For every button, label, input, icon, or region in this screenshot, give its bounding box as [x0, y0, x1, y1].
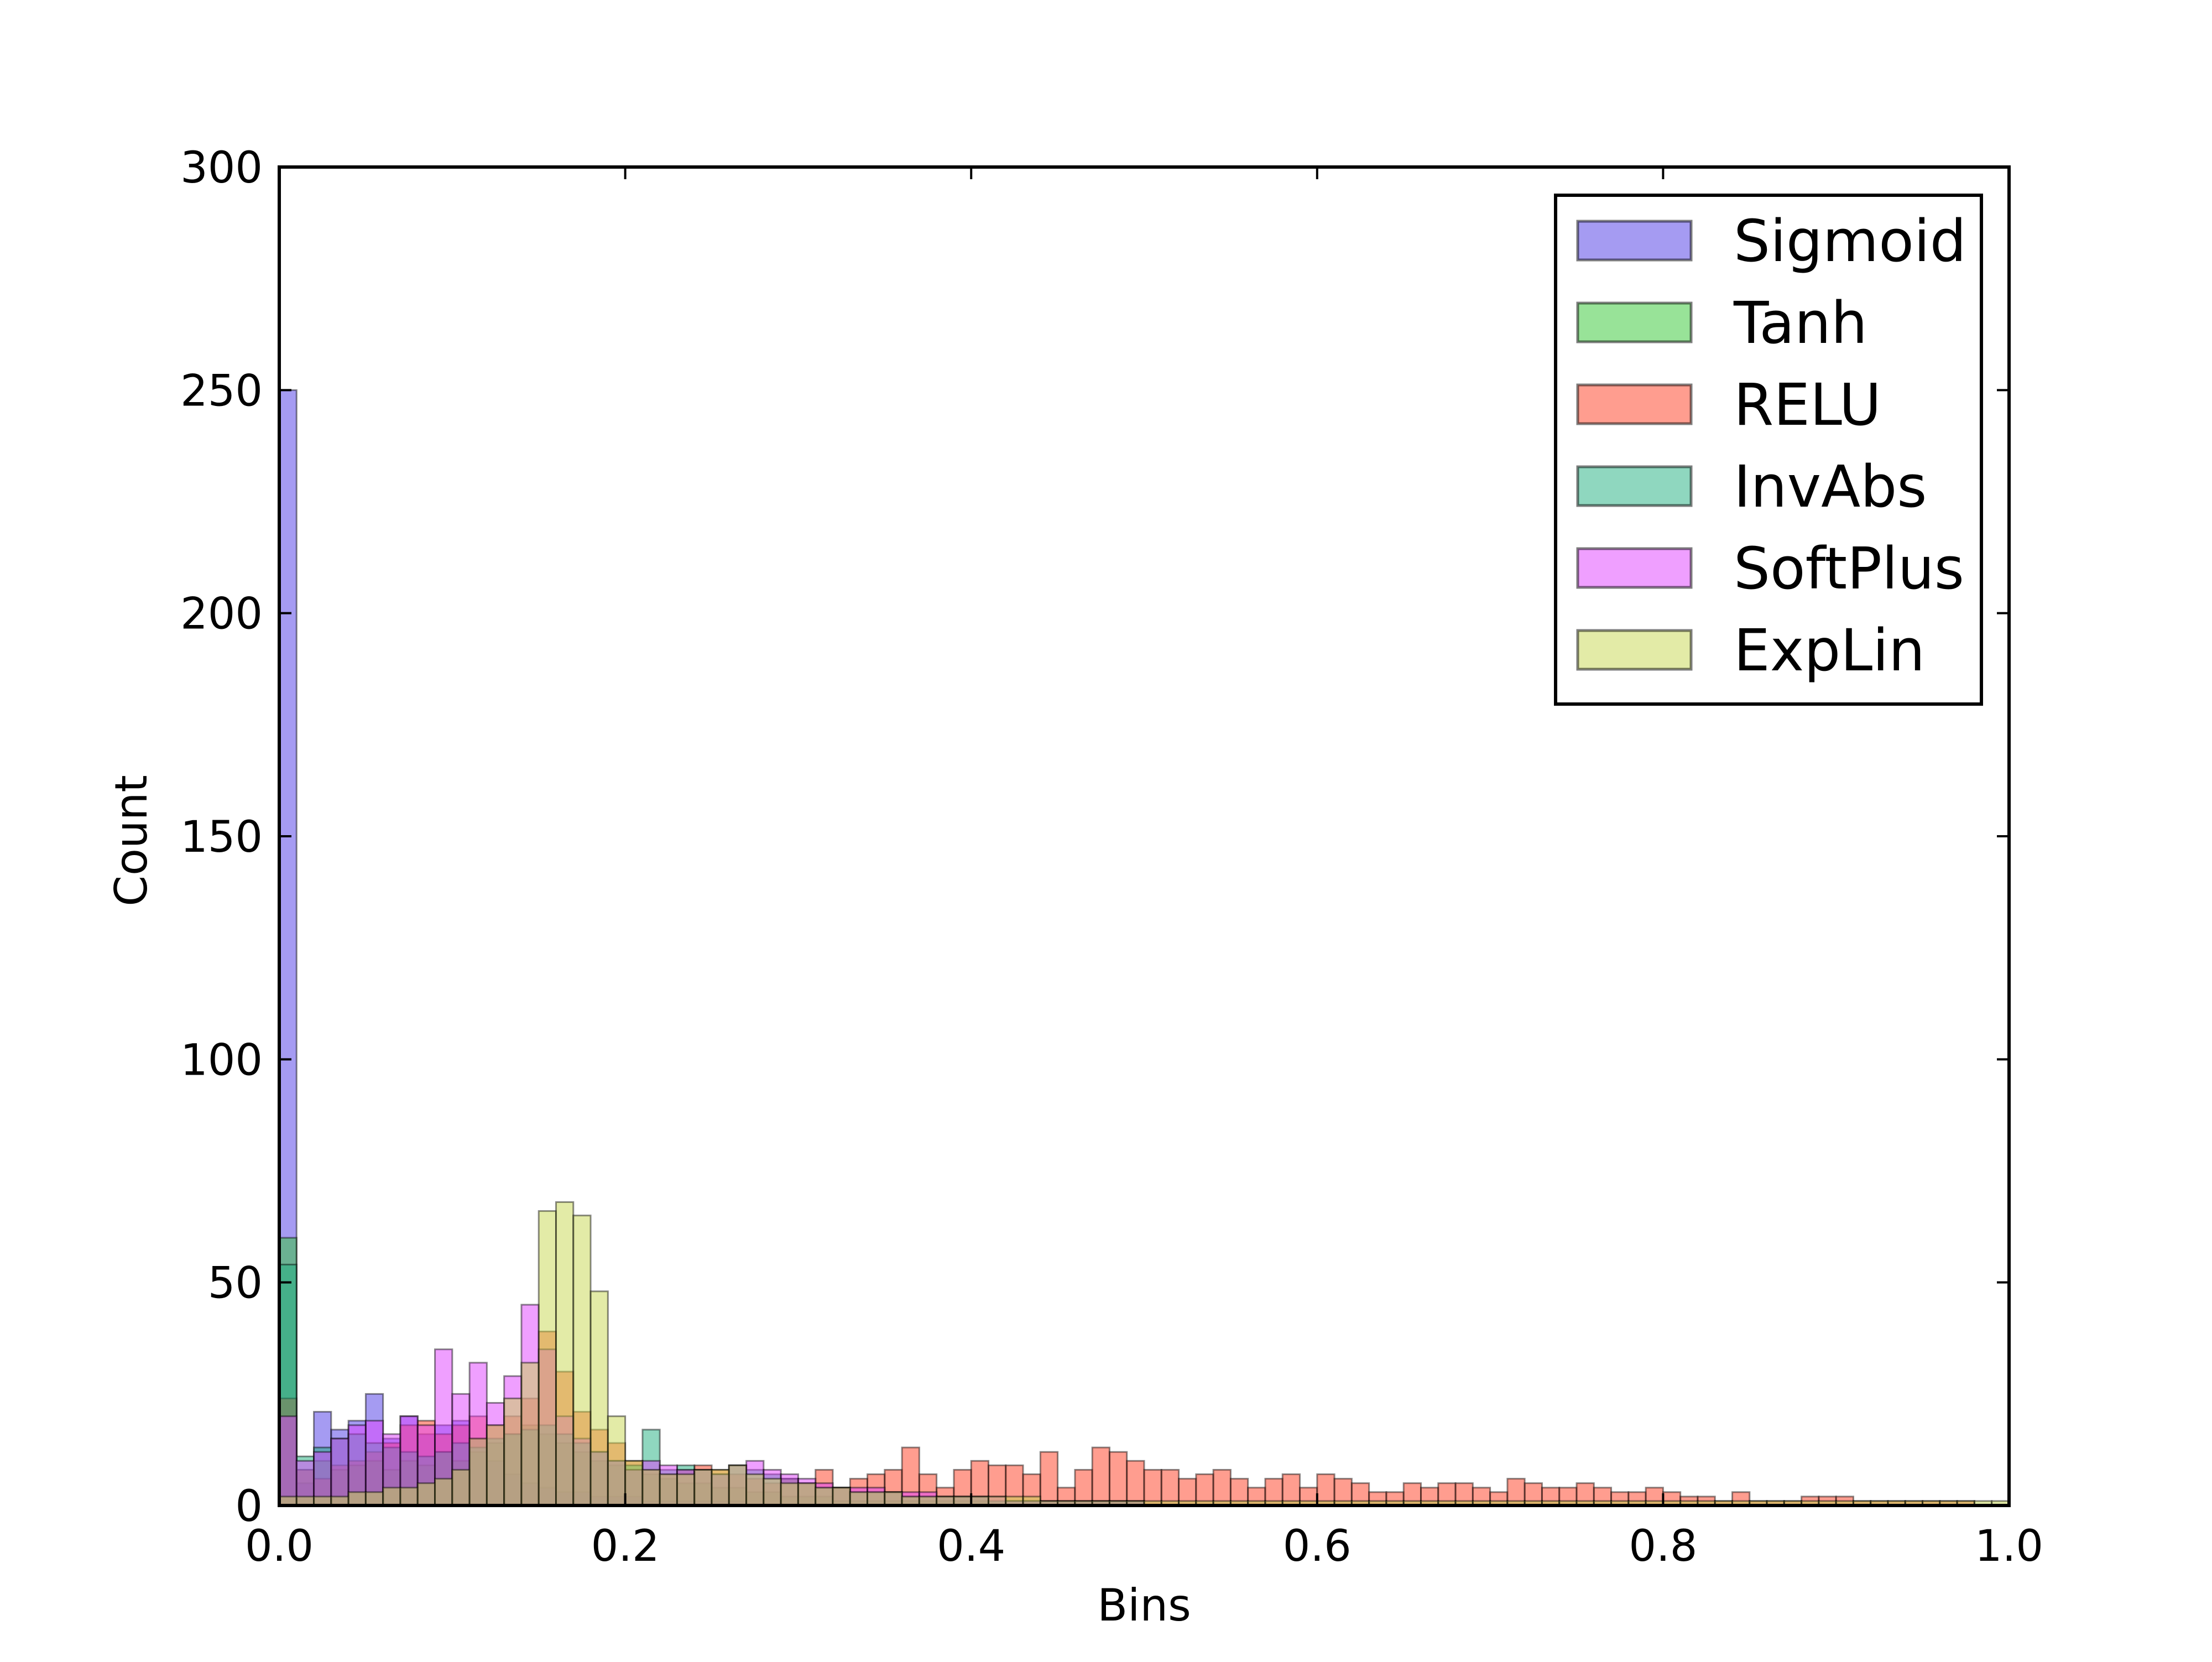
bar-relu	[1316, 1473, 1335, 1507]
bar-explin	[520, 1362, 540, 1507]
legend-swatch-invabs	[1576, 465, 1693, 507]
bar-explin	[676, 1473, 696, 1507]
x-axis-label: Bins	[1097, 1580, 1191, 1631]
bar-explin	[486, 1424, 505, 1507]
bars-layer	[278, 389, 2010, 1507]
legend-swatch-relu	[1576, 383, 1693, 425]
series-sigmoid	[278, 389, 748, 1507]
y-tick-label: 150	[180, 812, 263, 862]
bar-explin	[659, 1473, 678, 1507]
bar-explin	[797, 1482, 817, 1507]
y-axis-label: Count	[106, 775, 157, 906]
legend-swatch-sigmoid	[1576, 220, 1693, 262]
bar-explin	[589, 1290, 609, 1507]
legend-label-explin: ExpLin	[1734, 617, 1925, 684]
bar-relu	[1074, 1468, 1093, 1507]
bar-explin	[867, 1491, 886, 1507]
legend-frame	[1554, 194, 1983, 706]
y-tick-label: 250	[180, 366, 263, 416]
bar-relu	[1281, 1473, 1301, 1507]
bar-explin	[693, 1468, 713, 1507]
y-tick-label: 50	[208, 1259, 263, 1309]
ticks-layer: 0.0 0.2 0.4 0.6 0.8 1.0 0 50 100 150 200 250 300	[180, 143, 2043, 1571]
legend-label-invabs: InvAbs	[1734, 453, 1927, 520]
y-tick-label: 100	[180, 1035, 263, 1085]
bar-relu	[1160, 1468, 1180, 1507]
legend-label-tanh: Tanh	[1733, 289, 1867, 357]
x-tick-label: 0.6	[1283, 1522, 1352, 1571]
y-tick-label: 0	[235, 1482, 263, 1531]
bar-explin	[364, 1491, 384, 1507]
bar-relu	[1039, 1451, 1059, 1507]
bar-explin	[347, 1491, 367, 1507]
bar-explin	[624, 1460, 644, 1507]
bar-explin	[538, 1210, 557, 1507]
bar-relu	[1091, 1446, 1110, 1507]
x-tick-label: 1.0	[1975, 1522, 2043, 1571]
bar-explin	[607, 1415, 627, 1507]
x-tick-label: 0.2	[591, 1522, 660, 1571]
legend-swatch-softplus	[1576, 547, 1693, 589]
y-tick-label: 300	[180, 143, 263, 193]
bar-explin	[711, 1468, 730, 1507]
legend-label-softplus: SoftPlus	[1734, 535, 1964, 602]
y-tick-label: 200	[180, 590, 263, 639]
bar-softplus	[330, 1437, 349, 1507]
bar-explin	[555, 1201, 575, 1507]
bar-explin	[849, 1491, 869, 1507]
bar-explin	[451, 1468, 471, 1507]
bar-explin	[763, 1478, 782, 1507]
bar-explin	[572, 1215, 592, 1507]
bar-relu	[1212, 1468, 1232, 1507]
legend-label-relu: RELU	[1734, 371, 1881, 439]
bar-explin	[399, 1487, 419, 1507]
x-tick-label: 0.4	[937, 1522, 1005, 1571]
bar-explin	[416, 1482, 436, 1507]
bar-softplus	[278, 1415, 298, 1507]
bar-explin	[884, 1491, 903, 1507]
bar-explin	[382, 1487, 401, 1507]
x-tick-label: 0.8	[1629, 1522, 1697, 1571]
bar-relu	[1108, 1451, 1128, 1507]
legend-label-sigmoid: Sigmoid	[1734, 207, 1966, 275]
bar-explin	[468, 1437, 488, 1507]
legend-entries: Sigmoid Tanh RELU InvAbs SoftPlus ExpLin	[1576, 207, 1966, 684]
bar-explin	[745, 1473, 765, 1507]
bar-explin	[728, 1464, 748, 1507]
legend-swatch-tanh	[1576, 301, 1693, 343]
bar-explin	[780, 1482, 799, 1507]
legend: Sigmoid Tanh RELU InvAbs SoftPlus ExpLin	[1554, 194, 1983, 706]
bar-explin	[434, 1478, 453, 1507]
bar-softplus	[364, 1420, 384, 1507]
bar-explin	[832, 1487, 851, 1507]
bar-relu	[1126, 1460, 1145, 1507]
bar-explin	[815, 1487, 834, 1507]
bar-explin	[503, 1397, 523, 1507]
bar-relu	[1143, 1468, 1162, 1507]
legend-swatch-explin	[1576, 629, 1693, 671]
x-tick-label: 0.0	[245, 1522, 314, 1571]
series-explin	[278, 1201, 2010, 1507]
bar-explin	[641, 1468, 661, 1507]
